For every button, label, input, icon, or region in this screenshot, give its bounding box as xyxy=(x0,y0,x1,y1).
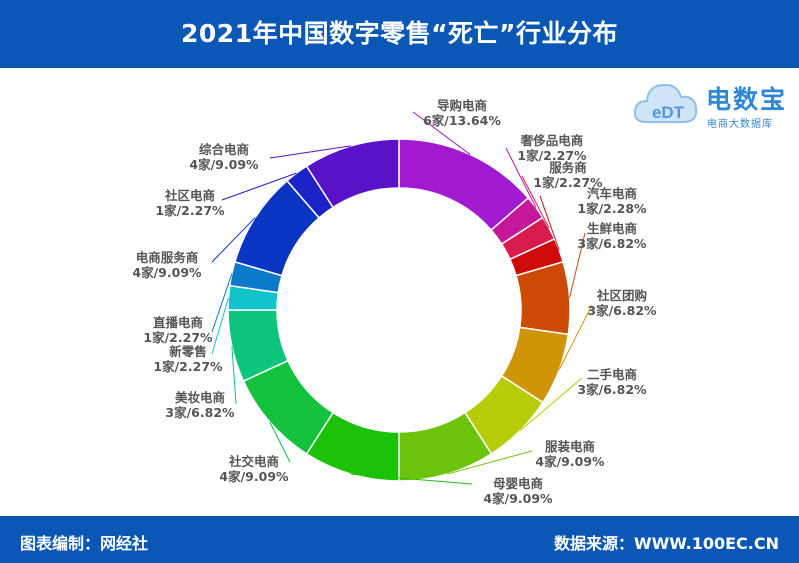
leader-line xyxy=(505,147,537,208)
slice-name: 奢侈品电商 xyxy=(520,133,584,148)
leader-line xyxy=(211,217,256,263)
chart-header: 2021年中国数字零售“死亡”行业分布 xyxy=(0,0,799,68)
leader-line xyxy=(231,346,237,405)
leader-lines xyxy=(211,111,593,485)
slice-name: 二手电商 xyxy=(587,367,637,382)
slice-label: 服装电商 4家/9.09% xyxy=(535,439,605,469)
slice-label: 生鲜电商 3家/6.82% xyxy=(577,221,647,251)
slice-label: 服务商 1家/2.27% xyxy=(533,160,603,190)
slice-name: 电商服务商 xyxy=(136,250,199,265)
slice-value: 3家/6.82% xyxy=(587,303,657,318)
slice-value: 3家/6.82% xyxy=(577,382,647,397)
slice-name: 服装电商 xyxy=(545,439,595,454)
slice-name: 服务商 xyxy=(549,160,587,175)
slice-value: 3家/6.82% xyxy=(577,236,647,251)
chart-title: 2021年中国数字零售“死亡”行业分布 xyxy=(181,19,618,48)
slice-name: 生鲜电商 xyxy=(587,221,637,236)
slice-value: 1家/2.27% xyxy=(153,359,223,374)
slice-label: 电商服务商 4家/9.09% xyxy=(132,250,202,280)
slice-label: 美妆电商 3家/6.82% xyxy=(165,390,235,420)
footer-credit: 图表编制：网经社 xyxy=(20,534,149,553)
slice-label: 社区电商 1家/2.27% xyxy=(155,188,225,218)
leader-line xyxy=(521,175,550,229)
slice-name: 直播电商 xyxy=(153,315,203,330)
logo-name: 电数宝 xyxy=(706,85,788,114)
logo-subtitle: 电商大数据库 xyxy=(707,119,773,130)
leader-line xyxy=(519,377,583,432)
leader-line xyxy=(558,304,593,370)
slice-label: 汽车电商 1家/2.28% xyxy=(577,186,647,216)
leader-line xyxy=(211,273,233,333)
slice-label: 母婴电商 4家/9.09% xyxy=(483,476,553,506)
slice-name: 汽车电商 xyxy=(587,186,637,201)
slice-name: 美妆电商 xyxy=(175,390,225,405)
slice-label: 奢侈品电商 1家/2.27% xyxy=(517,133,587,163)
slice-value: 6家/13.64% xyxy=(423,113,501,128)
slice-label: 社区团购 3家/6.82% xyxy=(587,288,657,318)
chart-footer: 图表编制：网经社 数据来源：WWW.100EC.CN xyxy=(0,516,799,563)
leader-line xyxy=(269,421,291,463)
slice-value: 1家/2.27% xyxy=(533,175,603,190)
slice-value: 1家/2.27% xyxy=(517,148,587,163)
slice-value: 4家/9.09% xyxy=(535,454,605,469)
slice-name: 母婴电商 xyxy=(493,476,543,491)
edt-logo: eDT 电数宝 电商大数据库 xyxy=(632,72,792,134)
slice-value: 4家/9.09% xyxy=(483,491,553,506)
slice-value: 1家/2.28% xyxy=(577,201,647,216)
leader-line xyxy=(412,111,471,155)
donut-slice xyxy=(515,260,571,336)
footer-source: 数据来源：WWW.100EC.CN xyxy=(553,534,779,553)
slice-name: 导购电商 xyxy=(437,98,487,113)
leader-line xyxy=(569,232,586,298)
slice-name: 新零售 xyxy=(169,344,207,359)
slice-value: 1家/2.27% xyxy=(155,203,225,218)
slice-label: 直播电商 1家/2.27% xyxy=(143,315,213,345)
slice-labels: 导购电商 6家/13.64%奢侈品电商 1家/2.27%服务商 1家/2.27%汽车电… xyxy=(132,98,657,506)
logo-mark: eDT xyxy=(652,103,685,122)
slice-value: 3家/6.82% xyxy=(165,405,235,420)
slice-label: 综合电商 4家/9.09% xyxy=(189,142,259,172)
leader-line xyxy=(350,473,473,485)
slice-label: 二手电商 3家/6.82% xyxy=(577,367,647,397)
donut-slices xyxy=(227,138,571,482)
slice-name: 综合电商 xyxy=(199,142,249,157)
slice-value: 4家/9.09% xyxy=(132,265,202,280)
leader-line xyxy=(539,195,560,251)
leader-line xyxy=(221,172,297,201)
slice-label: 导购电商 6家/13.64% xyxy=(423,98,501,128)
slice-name: 社交电商 xyxy=(228,454,279,469)
slice-name: 社区电商 xyxy=(164,188,215,203)
leader-line xyxy=(211,297,229,355)
slice-value: 1家/2.27% xyxy=(143,330,213,345)
slice-value: 4家/9.09% xyxy=(219,469,289,484)
slice-name: 社区团购 xyxy=(596,288,647,303)
slice-label: 社交电商 4家/9.09% xyxy=(219,454,289,484)
slice-value: 4家/9.09% xyxy=(189,157,259,172)
donut-slice xyxy=(305,138,400,209)
slice-label: 新零售 1家/2.27% xyxy=(153,344,223,374)
leader-line xyxy=(447,450,533,475)
cloud-logo-icon: eDT xyxy=(633,83,698,123)
leader-line xyxy=(269,145,351,159)
